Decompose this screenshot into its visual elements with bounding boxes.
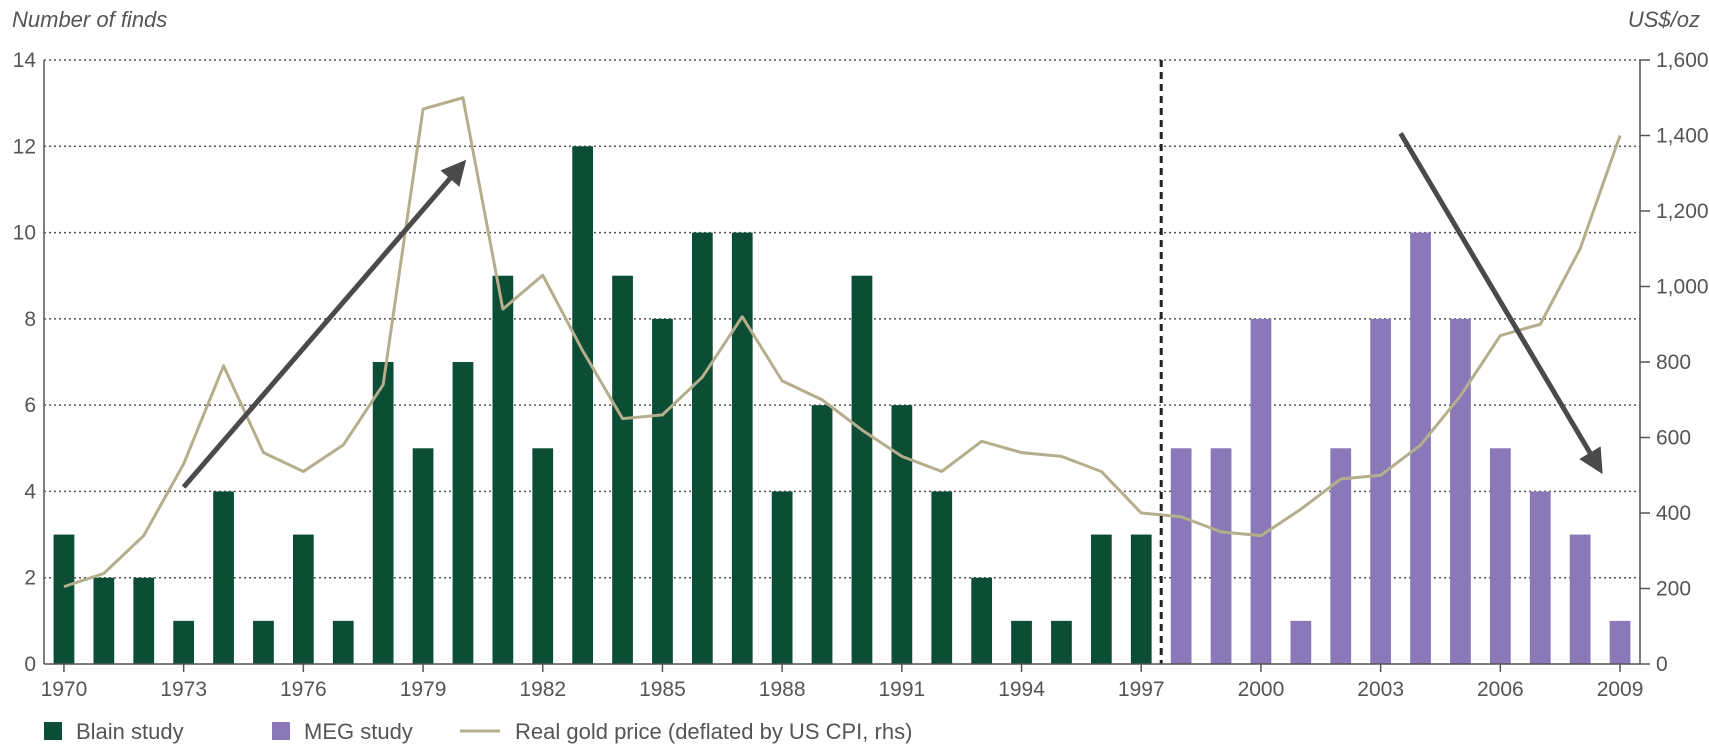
bar-blain — [652, 318, 673, 664]
axes: 0 2 4 6 8 10 12 14 0 200 400 600 800 1,000 1,200 1,400 1… — [13, 49, 1709, 701]
bar-blain — [971, 577, 993, 664]
bar-blain — [931, 491, 953, 664]
bar-meg — [1210, 448, 1232, 664]
x-tick-label: 1991 — [878, 678, 925, 701]
legend-label-gold: Real gold price (deflated by US CPI, rhs… — [515, 719, 912, 744]
bar-blain — [253, 620, 274, 664]
y-right-tick-label: 600 — [1656, 427, 1691, 450]
gold-price-line-group — [63, 96, 1622, 589]
bar-blain — [213, 491, 234, 664]
bar-blain — [572, 146, 594, 665]
y-left-tick-label: 14 — [13, 49, 37, 72]
bar-blain — [612, 275, 633, 664]
gold-price-line — [63, 96, 1622, 589]
bar-meg — [1569, 534, 1591, 664]
bar-meg — [1609, 620, 1631, 664]
x-tick-label: 1994 — [998, 678, 1045, 701]
bar-blain — [1011, 620, 1032, 664]
legend-swatch-meg — [272, 722, 290, 740]
bar-meg — [1290, 620, 1312, 664]
bars — [53, 146, 1631, 665]
bar-blain — [1130, 534, 1152, 664]
y-left-tick-label: 10 — [13, 222, 36, 245]
legend-label-meg: MEG study — [304, 719, 413, 744]
y-left-tick-label: 4 — [24, 480, 36, 503]
bar-blain — [492, 275, 514, 664]
bar-blain — [173, 620, 195, 664]
bar-blain — [332, 620, 354, 664]
bar-blain — [133, 577, 155, 664]
bar-blain — [691, 232, 713, 665]
bar-meg — [1450, 318, 1471, 664]
y-right-tick-label: 1,400 — [1656, 125, 1709, 148]
x-tick-label: 1976 — [280, 678, 327, 701]
x-tick-label: 1982 — [519, 678, 566, 701]
legend-label-blain: Blain study — [76, 719, 184, 744]
x-tick-label: 1973 — [160, 678, 207, 701]
trend-arrow — [1398, 132, 1603, 475]
bar-meg — [1170, 448, 1192, 664]
bar-blain — [93, 577, 115, 664]
bar-blain — [1051, 620, 1072, 664]
legend-swatch-blain — [44, 722, 62, 740]
legend: Blain study MEG study Real gold price (d… — [44, 719, 912, 744]
y-left-tick-label: 6 — [24, 394, 36, 417]
y-right-tick-label: 800 — [1656, 351, 1691, 374]
x-tick-label: 1997 — [1118, 678, 1165, 701]
y-left-tick-label: 2 — [24, 567, 36, 590]
y-right-tick-label: 200 — [1656, 578, 1691, 601]
x-tick-label: 1985 — [639, 678, 686, 701]
y-left-tick-label: 8 — [24, 308, 36, 331]
bar-meg — [1250, 318, 1272, 664]
bar-meg — [1489, 448, 1511, 664]
y-left-tick-label: 12 — [13, 135, 36, 158]
y-right-tick-label: 1,600 — [1656, 49, 1709, 72]
annotations — [181, 60, 1603, 664]
x-tick-label: 1988 — [759, 678, 806, 701]
y-left-axis-label: Number of finds — [12, 7, 167, 32]
y-right-axis-label: US$/oz — [1628, 7, 1700, 32]
y-right-tick-label: 400 — [1656, 502, 1691, 525]
bar-blain — [1090, 534, 1112, 664]
bar-blain — [771, 491, 793, 664]
trend-arrow — [181, 159, 467, 489]
bar-blain — [811, 405, 833, 664]
bar-blain — [532, 448, 554, 664]
x-tick-label: 2006 — [1477, 678, 1524, 701]
bar-blain — [53, 534, 75, 664]
y-right-tick-label: 1,000 — [1656, 276, 1709, 299]
bar-blain — [372, 362, 394, 664]
y-left-tick-label: 0 — [24, 653, 36, 676]
bar-blain — [731, 232, 753, 665]
bar-meg — [1410, 232, 1431, 665]
bar-blain — [412, 448, 434, 664]
x-tick-label: 2003 — [1357, 678, 1404, 701]
y-right-tick-label: 0 — [1656, 653, 1668, 676]
bar-blain — [891, 405, 913, 664]
bar-blain — [851, 275, 873, 664]
bar-blain — [292, 534, 314, 664]
x-tick-label: 1979 — [400, 678, 447, 701]
bar-meg — [1370, 318, 1392, 664]
x-tick-label: 1970 — [41, 678, 88, 701]
x-tick-label: 2000 — [1238, 678, 1285, 701]
bar-meg — [1330, 448, 1352, 664]
bar-meg — [1529, 491, 1551, 664]
x-tick-label: 2009 — [1597, 678, 1644, 701]
bar-blain — [452, 362, 474, 664]
y-right-tick-label: 1,200 — [1656, 200, 1709, 223]
